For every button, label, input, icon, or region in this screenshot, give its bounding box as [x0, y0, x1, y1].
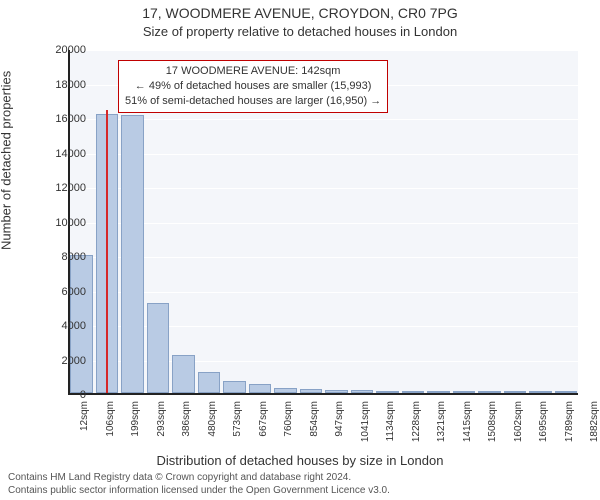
annotation-line-1: 17 WOODMERE AVENUE: 142sqm [125, 64, 381, 79]
y-tick-label: 0 [38, 389, 86, 401]
y-axis-label: Number of detached properties [0, 71, 14, 250]
y-tick-label: 6000 [38, 286, 86, 298]
y-tick-label: 2000 [38, 355, 86, 367]
chart-plot-area: 17 WOODMERE AVENUE: 142sqm ← 49% of deta… [68, 50, 578, 395]
marker-line [106, 110, 108, 393]
x-tick-label: 1041sqm [360, 401, 371, 442]
histogram-bar [351, 390, 374, 393]
y-tick-label: 4000 [38, 320, 86, 332]
histogram-bar [504, 391, 527, 393]
x-tick-label: 667sqm [258, 401, 269, 437]
histogram-bar [402, 391, 425, 393]
annotation-line-3: 51% of semi-detached houses are larger (… [125, 94, 381, 109]
histogram-bar [274, 388, 297, 393]
x-tick-label: 1415sqm [462, 401, 473, 442]
x-tick-label: 1602sqm [513, 401, 524, 442]
x-tick-label: 199sqm [130, 401, 141, 437]
x-tick-label: 386sqm [181, 401, 192, 437]
y-tick-label: 20000 [38, 44, 86, 56]
x-tick-label: 1321sqm [436, 401, 447, 442]
annotation-line-2: ← 49% of detached houses are smaller (15… [125, 79, 381, 94]
histogram-bar [300, 389, 323, 393]
annotation-box: 17 WOODMERE AVENUE: 142sqm ← 49% of deta… [118, 60, 388, 113]
footer: Contains HM Land Registry data © Crown c… [8, 472, 592, 497]
histogram-bar [376, 391, 399, 393]
page-title: 17, WOODMERE AVENUE, CROYDON, CR0 7PG [0, 0, 600, 22]
footer-line-1: Contains HM Land Registry data © Crown c… [8, 472, 592, 485]
histogram-bar [198, 372, 221, 393]
x-tick-label: 12sqm [79, 401, 90, 431]
page-subtitle: Size of property relative to detached ho… [0, 22, 600, 39]
x-tick-label: 854sqm [309, 401, 320, 437]
x-tick-label: 760sqm [283, 401, 294, 437]
histogram-bar [249, 384, 272, 393]
y-tick-label: 8000 [38, 251, 86, 263]
histogram-bar [529, 391, 552, 393]
y-tick-label: 18000 [38, 79, 86, 91]
x-tick-label: 480sqm [207, 401, 218, 437]
footer-line-2: Contains public sector information licen… [8, 485, 592, 498]
x-tick-label: 1882sqm [589, 401, 600, 442]
y-tick-label: 10000 [38, 217, 86, 229]
y-tick-label: 14000 [38, 148, 86, 160]
x-tick-label: 106sqm [105, 401, 116, 437]
x-tick-label: 947sqm [334, 401, 345, 437]
histogram-bar [453, 391, 476, 393]
x-tick-label: 1789sqm [564, 401, 575, 442]
x-tick-label: 1228sqm [411, 401, 422, 442]
y-tick-label: 16000 [38, 113, 86, 125]
x-tick-label: 1134sqm [385, 401, 396, 441]
y-tick-label: 12000 [38, 182, 86, 194]
histogram-bar [121, 115, 144, 393]
x-tick-label: 293sqm [156, 401, 167, 437]
histogram-bar [478, 391, 501, 393]
histogram-bar [555, 391, 578, 393]
histogram-bar [427, 391, 450, 393]
histogram-bar [172, 355, 195, 393]
histogram-bar [325, 390, 348, 393]
histogram-bar [147, 303, 170, 393]
x-axis-label: Distribution of detached houses by size … [0, 453, 600, 468]
x-tick-label: 573sqm [232, 401, 243, 437]
histogram-bar [223, 381, 246, 393]
x-tick-label: 1508sqm [487, 401, 498, 442]
x-tick-label: 1695sqm [538, 401, 549, 442]
